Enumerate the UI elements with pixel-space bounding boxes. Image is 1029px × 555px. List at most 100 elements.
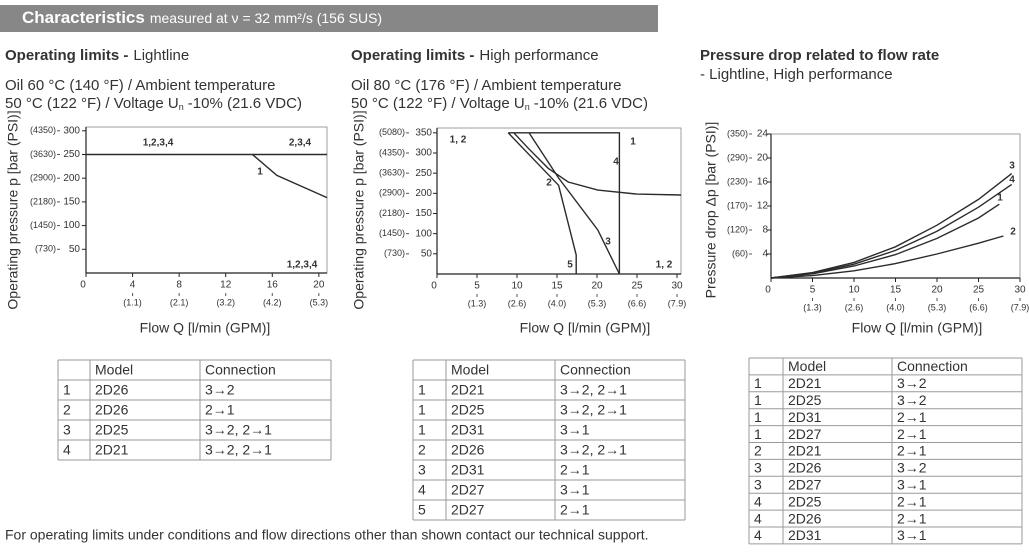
table-cell: 2D27 (788, 426, 822, 442)
table-cell: 1 (754, 426, 762, 442)
x-alt-tick-label: (6.6) (628, 298, 647, 308)
condition: 50 °C (122 °F) / Voltage Un -10% (21.6 VD… (351, 95, 648, 112)
x-tick-label: 20 (313, 280, 325, 291)
y-tick-label: 200 (415, 188, 432, 199)
y-alt-tick-label: (4350) (379, 147, 405, 157)
curve-label: 2 (546, 178, 552, 189)
condition-text: 50 °C (122 °F) / Voltage U (5, 95, 179, 112)
curve-label: 2,3,4 (289, 138, 312, 149)
condition: Oil 60 °C (140 °F) / Ambient temperature (5, 77, 275, 94)
table-cell: 1 (754, 375, 762, 391)
table-cell: 3→2, 2→1 (205, 422, 272, 438)
table-cell: 2D25 (95, 422, 129, 438)
x-alt-tick-label: (5.3) (310, 297, 329, 307)
x-tick-label: 16 (267, 280, 279, 291)
footnote: For operating limits under conditions an… (5, 527, 649, 543)
table-header: Model (451, 362, 489, 378)
x-tick-label: 25 (631, 281, 643, 292)
table-cell: 2→1 (897, 426, 927, 442)
y-tick-label: 150 (415, 208, 432, 219)
x-tick-label: 0 (80, 280, 86, 291)
y-alt-tick-label: (730) (35, 244, 56, 254)
table-cell: 2D26 (788, 460, 822, 476)
table-cell: 2D26 (95, 382, 129, 398)
y-alt-tick-label: (230) (727, 176, 748, 186)
y-alt-tick-label: (3630) (379, 168, 405, 178)
table-cell: 3 (63, 422, 71, 438)
title-detail: High performance (479, 47, 598, 64)
x-tick-label: 12 (220, 280, 232, 291)
curve-label: 3 (1009, 161, 1015, 172)
x-tick-label: 20 (931, 285, 943, 296)
curve-label: 5 (567, 260, 573, 271)
y-alt-tick-label: (1450) (379, 228, 405, 238)
x-tick-label: 5 (810, 285, 816, 296)
x-axis-title: Flow Q [l/min (GPM)] (852, 320, 983, 336)
curve-label: 1,2,3,4 (143, 138, 174, 149)
x-tick-label: 0 (431, 281, 437, 292)
table: Model Connection 1 2D21 3→2 1 2D25 3→2 1 2D31 2→1 1… (748, 357, 1023, 545)
x-axis-title: Flow Q [l/min (GPM)] (520, 320, 651, 336)
table-cell: 4 (754, 493, 762, 509)
condition-sub: n (525, 102, 530, 112)
table-cell: 3→1 (897, 527, 927, 543)
header-bar (0, 5, 658, 32)
table-cell: 1 (418, 422, 426, 438)
table-cell: 3 (754, 460, 762, 476)
title-bold: Operating limits - (5, 47, 128, 64)
x-alt-tick-label: (4.2) (263, 297, 282, 307)
curve-label: 1,2,3,4 (287, 260, 318, 271)
table-header: Connection (560, 362, 631, 378)
chart-title: Operating limits - High performance (351, 47, 599, 64)
y-alt-tick-label: (2180) (30, 196, 56, 206)
table: Model Connection 1 2D26 3→2 2 2D26 2→1 3 2D25 3→2,… (57, 359, 332, 461)
curve (507, 132, 577, 274)
curve-label: 2 (1010, 227, 1016, 238)
title-detail: Lightline (133, 47, 189, 64)
chart-subtitle: - Lightline, High performance (700, 66, 893, 83)
table-cell: 2D21 (95, 442, 129, 458)
x-tick-label: 10 (511, 281, 523, 292)
y-alt-tick-label: (2900) (379, 188, 405, 198)
y-tick-label: 50 (69, 244, 81, 255)
y-alt-tick-label: (170) (727, 200, 748, 210)
table-cell: 3→2, 2→1 (560, 442, 627, 458)
x-alt-tick-label: (6.6) (969, 302, 988, 312)
y-axis-title: Operating pressure p [bar (PSI)] (351, 110, 367, 309)
table-cell: 3→1 (897, 476, 927, 492)
curve (770, 173, 1013, 279)
y-tick-label: 250 (415, 168, 432, 179)
table-cell: 3 (418, 462, 426, 478)
y-tick-label: 100 (63, 220, 80, 231)
x-tick-label: 15 (551, 281, 563, 292)
y-axis-title: Operating pressure p [bar (PSI)] (5, 110, 21, 309)
table-cell: 2D31 (451, 462, 485, 478)
curve (508, 132, 621, 274)
y-alt-tick-label: (2180) (379, 208, 405, 218)
title-bold: Operating limits - (351, 47, 474, 64)
table-cell: 2D27 (451, 502, 485, 518)
header: Characteristics measured at ν = 32 mm²/s … (22, 8, 382, 27)
table-cell: 2→1 (897, 443, 927, 459)
y-alt-tick-label: (3630) (30, 149, 56, 159)
x-tick-label: 15 (890, 285, 902, 296)
table-cell: 4 (63, 442, 71, 458)
table-cell: 3→2 (897, 392, 927, 408)
table: Model Connection 1 2D21 3→2, 2→1 1 2D25 3→2, 2→… (412, 359, 686, 521)
curve-label: 1 (257, 167, 263, 178)
table-cell: 2D25 (788, 493, 822, 509)
chart-title: Operating limits - Lightline (5, 47, 189, 64)
condition-tail: -10% (21.6 VDC) (188, 95, 302, 112)
x-alt-tick-label: (4.0) (548, 298, 567, 308)
x-alt-tick-label: (3.2) (216, 297, 235, 307)
y-tick-label: 16 (757, 177, 769, 188)
curve-label: 3 (605, 237, 611, 248)
table-cell: 4 (754, 510, 762, 526)
table-cell: 2D25 (451, 402, 485, 418)
table-cell: 2→1 (897, 493, 927, 509)
x-tick-label: 25 (973, 285, 985, 296)
y-tick-label: 24 (757, 129, 769, 140)
table-cell: 2→1 (560, 502, 590, 518)
condition-tail: -10% (21.6 VDC) (534, 95, 648, 112)
